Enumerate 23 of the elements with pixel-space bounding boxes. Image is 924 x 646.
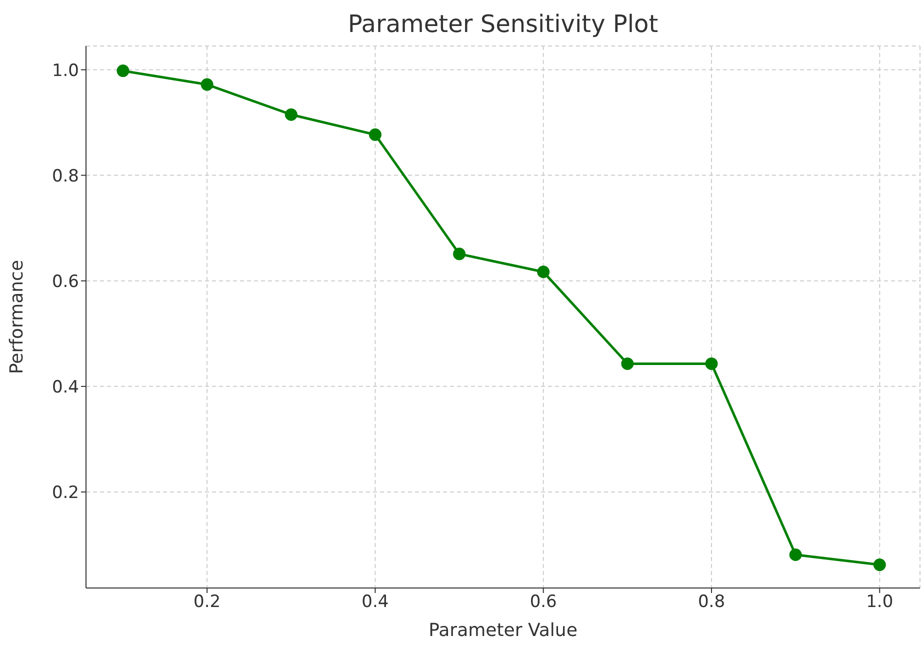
- x-tick-label: 0.8: [698, 592, 726, 612]
- x-tick-label: 0.4: [362, 592, 389, 612]
- point: [116, 64, 130, 78]
- chart-title: Parameter Sensitivity Plot: [346, 10, 660, 38]
- y-tick-label: 0.6: [52, 272, 79, 292]
- y-tick-label: 1.0: [52, 60, 79, 81]
- x-tick-label: 1.0: [866, 592, 894, 612]
- point: [200, 78, 214, 91]
- point: [621, 357, 634, 370]
- point: [284, 108, 298, 121]
- x-axis-title: Parameter Value: [428, 620, 578, 641]
- y-tick-label: 0.2: [52, 482, 79, 503]
- y-tick-label: 0.8: [52, 166, 79, 186]
- y-tick-label: 0.4: [52, 377, 79, 398]
- point: [705, 357, 718, 370]
- point: [453, 248, 466, 260]
- point: [368, 128, 382, 141]
- x-tick-label: 0.6: [530, 592, 557, 612]
- point: [873, 558, 886, 572]
- x-tick-label: 0.2: [194, 592, 221, 612]
- y-axis-title: Performance: [6, 260, 28, 374]
- point: [537, 266, 550, 278]
- point: [789, 548, 802, 561]
